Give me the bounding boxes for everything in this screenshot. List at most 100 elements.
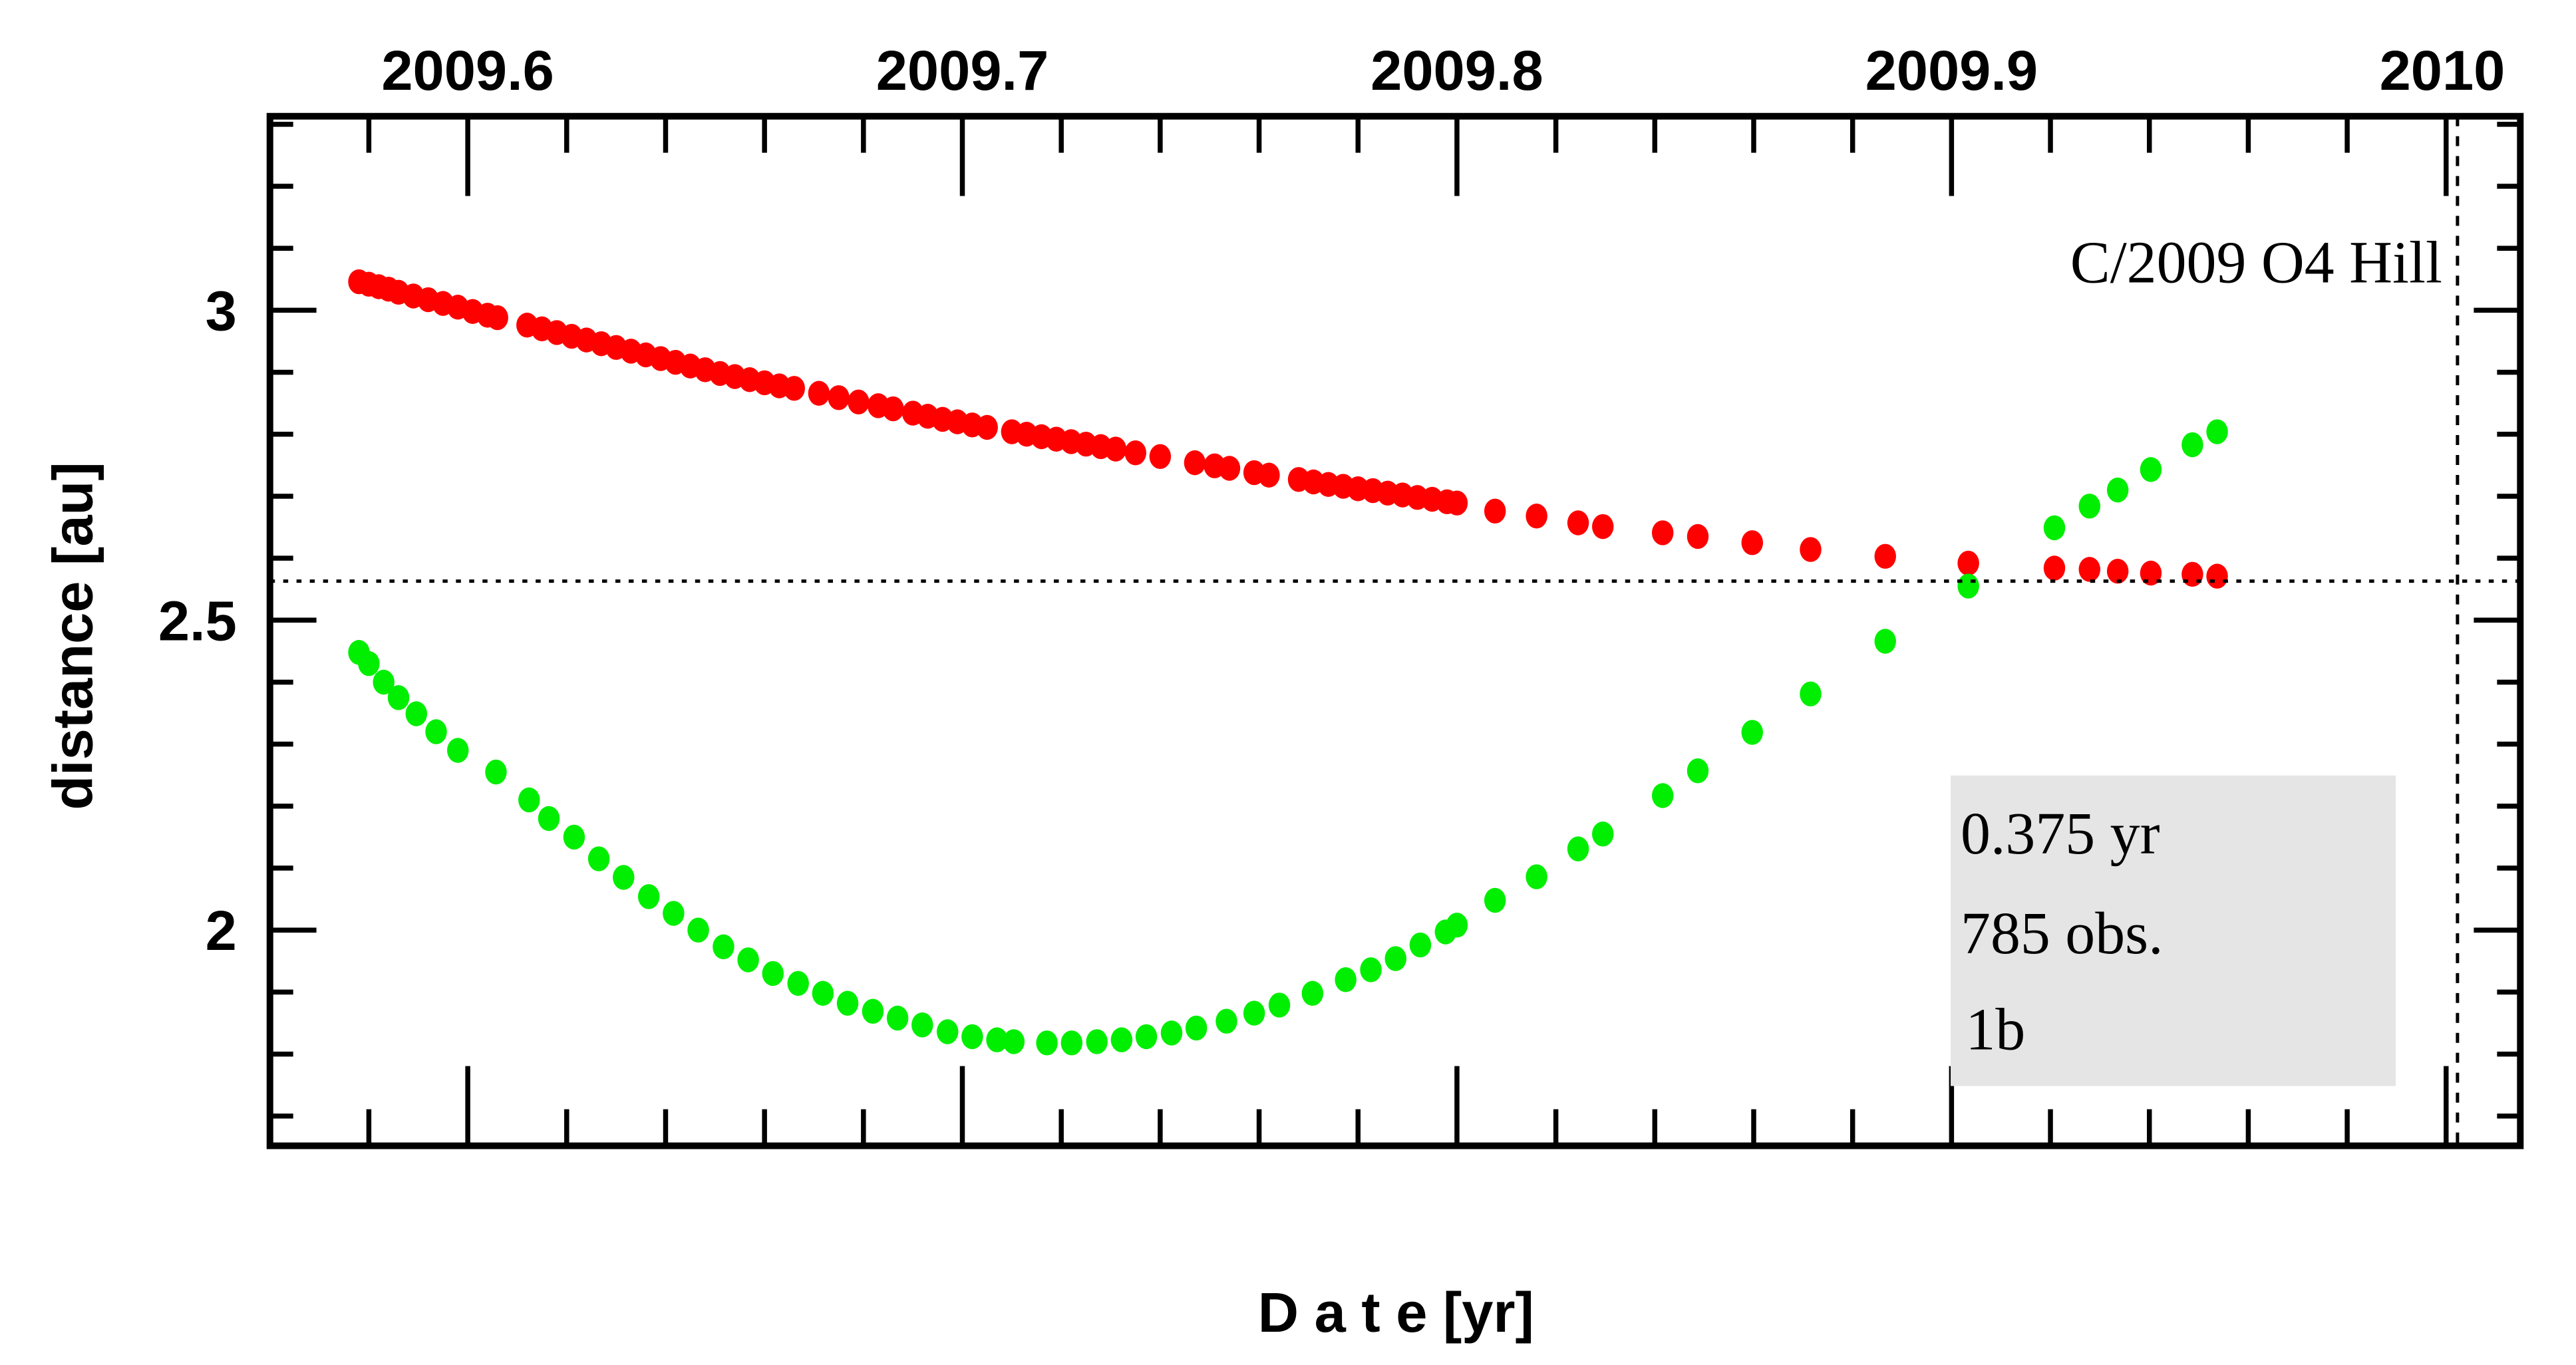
green-data-point: [538, 806, 560, 832]
green-data-point: [1243, 1000, 1265, 1026]
red-data-point: [1258, 462, 1280, 488]
green-data-point: [1110, 1027, 1133, 1052]
chart-title: C/2009 O4 Hill: [2070, 229, 2442, 295]
red-data-point: [1592, 514, 1614, 539]
green-data-point: [687, 917, 709, 943]
green-data-point: [1567, 836, 1589, 861]
green-data-point: [1060, 1030, 1083, 1056]
info-box-line-1: 0.375 yr: [1961, 801, 2160, 867]
green-data-point: [2140, 457, 2162, 482]
red-data-point: [1526, 504, 1547, 529]
red-data-point: [1800, 537, 1822, 562]
green-data-point: [986, 1027, 1008, 1052]
red-data-point: [783, 376, 805, 401]
red-data-point: [808, 380, 830, 406]
red-data-point: [486, 305, 508, 331]
red-data-point: [882, 396, 904, 422]
red-data-point: [828, 385, 850, 410]
y-axis-title: distance [au]: [41, 462, 104, 810]
green-data-point: [1592, 822, 1614, 847]
info-box-line-3: 1b: [1966, 997, 2026, 1063]
x-tick-label: 2009.7: [876, 39, 1049, 102]
green-data-point: [613, 865, 635, 890]
green-data-point: [961, 1024, 983, 1050]
green-data-point: [1957, 573, 1979, 599]
red-data-point: [1874, 543, 1896, 569]
green-data-point: [1160, 1020, 1183, 1046]
green-data-point: [737, 947, 759, 973]
x-tick-label: 2009.6: [381, 39, 554, 102]
green-data-point: [563, 824, 585, 850]
green-data-point: [373, 669, 395, 695]
red-data-point: [1567, 510, 1589, 535]
red-data-point: [1124, 440, 1146, 466]
x-tick-label: 2010: [2380, 39, 2505, 102]
red-data-point: [1149, 444, 1172, 470]
green-data-point: [518, 787, 540, 813]
red-data-point: [1446, 490, 1468, 516]
green-data-point: [1446, 913, 1468, 938]
x-tick-label: 2009.8: [1370, 39, 1543, 102]
x-tick-labels: 2009.6 2009.7 2009.8 2009.9 2010: [381, 39, 2505, 102]
green-data-point: [1335, 967, 1357, 992]
green-data-point: [936, 1019, 959, 1044]
green-data-point: [787, 971, 809, 996]
green-data-point: [447, 738, 469, 763]
y-tick-label: 2.5: [158, 589, 237, 652]
red-data-point: [1484, 498, 1506, 524]
green-data-point: [1185, 1015, 1208, 1041]
green-data-point: [1036, 1030, 1058, 1056]
green-data-point: [1874, 629, 1896, 654]
red-data-point: [1104, 436, 1127, 462]
green-data-point: [1268, 992, 1291, 1018]
green-data-point: [1301, 981, 1324, 1006]
green-data-point: [1526, 864, 1547, 889]
red-data-point: [2043, 555, 2066, 581]
green-data-point: [1800, 681, 1822, 706]
data-points: [348, 269, 2228, 1056]
y-tick-label: 2: [206, 899, 237, 962]
y-tick-label: 3: [206, 279, 237, 342]
green-data-point: [1687, 758, 1709, 784]
red-data-point: [1184, 450, 1206, 476]
green-data-point: [762, 961, 784, 986]
green-data-point: [1651, 783, 1674, 808]
x-tick-label: 2009.9: [1865, 39, 2038, 102]
red-data-point: [1741, 530, 1763, 555]
green-data-point: [2078, 494, 2101, 519]
red-data-point: [1957, 550, 1979, 576]
green-data-point: [1086, 1029, 1108, 1054]
green-data-point: [2043, 515, 2066, 541]
green-data-point: [405, 701, 428, 726]
y-tick-labels: 22.53: [158, 279, 237, 962]
red-data-point: [1218, 456, 1241, 481]
green-data-point: [1215, 1008, 1237, 1034]
x-axis-title: D a t e [yr]: [1258, 1281, 1534, 1344]
green-data-point: [886, 1005, 909, 1031]
green-data-point: [1360, 957, 1382, 983]
green-data-point: [836, 990, 859, 1016]
green-data-point: [485, 759, 507, 785]
red-data-point: [1687, 524, 1709, 549]
green-data-point: [587, 846, 610, 871]
green-data-point: [637, 884, 660, 909]
green-data-point: [911, 1012, 933, 1038]
green-data-point: [2106, 477, 2129, 503]
green-data-point: [425, 719, 447, 744]
green-data-point: [1484, 887, 1506, 913]
green-data-point: [1384, 946, 1406, 971]
red-data-point: [2140, 560, 2162, 586]
info-box: [1951, 775, 2396, 1086]
green-data-point: [1741, 720, 1763, 745]
red-data-point: [976, 414, 998, 440]
red-data-point: [2206, 563, 2228, 589]
red-data-point: [2078, 557, 2101, 582]
red-data-point: [2106, 558, 2129, 584]
red-data-point: [1651, 520, 1674, 545]
axis-ticks: [267, 116, 2521, 1146]
green-data-point: [2181, 432, 2203, 458]
red-data-point: [2181, 561, 2203, 587]
red-data-point: [848, 389, 870, 415]
green-data-point: [1003, 1029, 1025, 1054]
